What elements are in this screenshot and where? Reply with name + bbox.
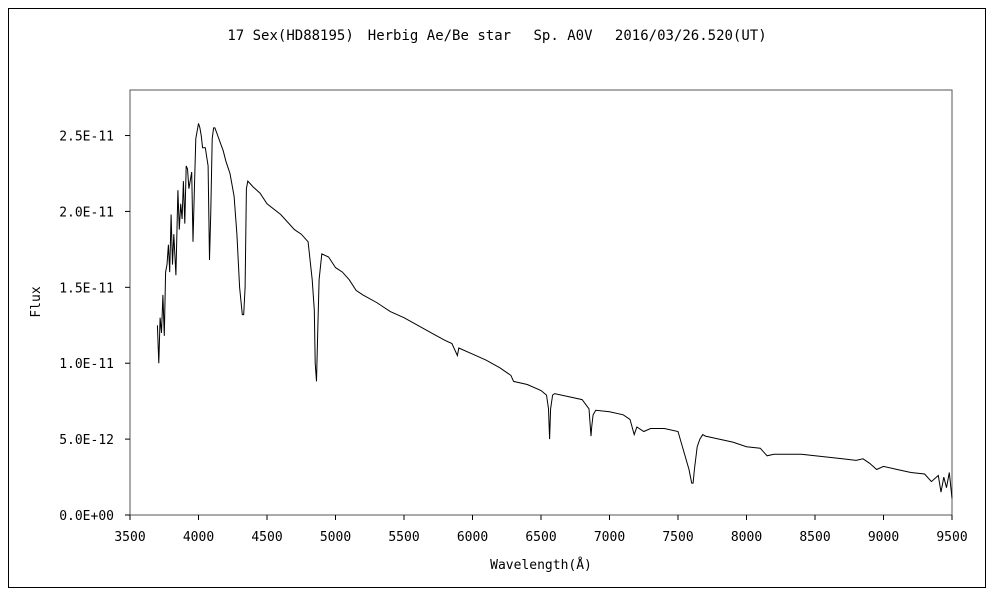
y-tick-label: 2.0E-11	[59, 205, 114, 220]
x-axis-label: Wavelength(Å)	[490, 557, 592, 573]
x-tick-label: 6500	[525, 530, 556, 545]
x-tick-label: 8500	[799, 530, 830, 545]
x-tick-label: 8000	[731, 530, 762, 545]
x-tick-label: 4000	[183, 530, 214, 545]
x-tick-label: 6000	[457, 530, 488, 545]
x-tick-label: 7000	[594, 530, 625, 545]
chart-frame	[8, 8, 986, 588]
x-tick-label: 3500	[114, 530, 145, 545]
y-tick-label: 1.0E-11	[59, 357, 114, 372]
plot-area	[129, 89, 953, 516]
x-tick-label: 4500	[251, 530, 282, 545]
x-axis-ticks: 3500 4000 4500 5000 5500 6000 6500 7000 7500 8000…	[114, 515, 968, 545]
y-axis-label: Flux	[29, 286, 44, 317]
y-tick-label: 0.0E+00	[59, 509, 114, 524]
y-axis-ticks: 0.0E+00 5.0E-12 1.0E-11 1.5E-11 2.0E-11 2.5E-…	[59, 130, 130, 524]
x-tick-label: 5000	[320, 530, 351, 545]
x-tick-label: 7500	[662, 530, 693, 545]
x-tick-label: 5500	[388, 530, 419, 545]
y-tick-label: 2.5E-11	[59, 130, 114, 145]
y-tick-label: 5.0E-12	[59, 433, 114, 448]
x-tick-label: 9500	[936, 530, 967, 545]
chart-title: 17 Sex(HD88195) Herbig Ae/Be star Sp. A0…	[227, 28, 766, 44]
x-tick-label: 9000	[868, 530, 899, 545]
spectrum-line	[156, 123, 953, 499]
y-tick-label: 1.5E-11	[59, 281, 114, 296]
